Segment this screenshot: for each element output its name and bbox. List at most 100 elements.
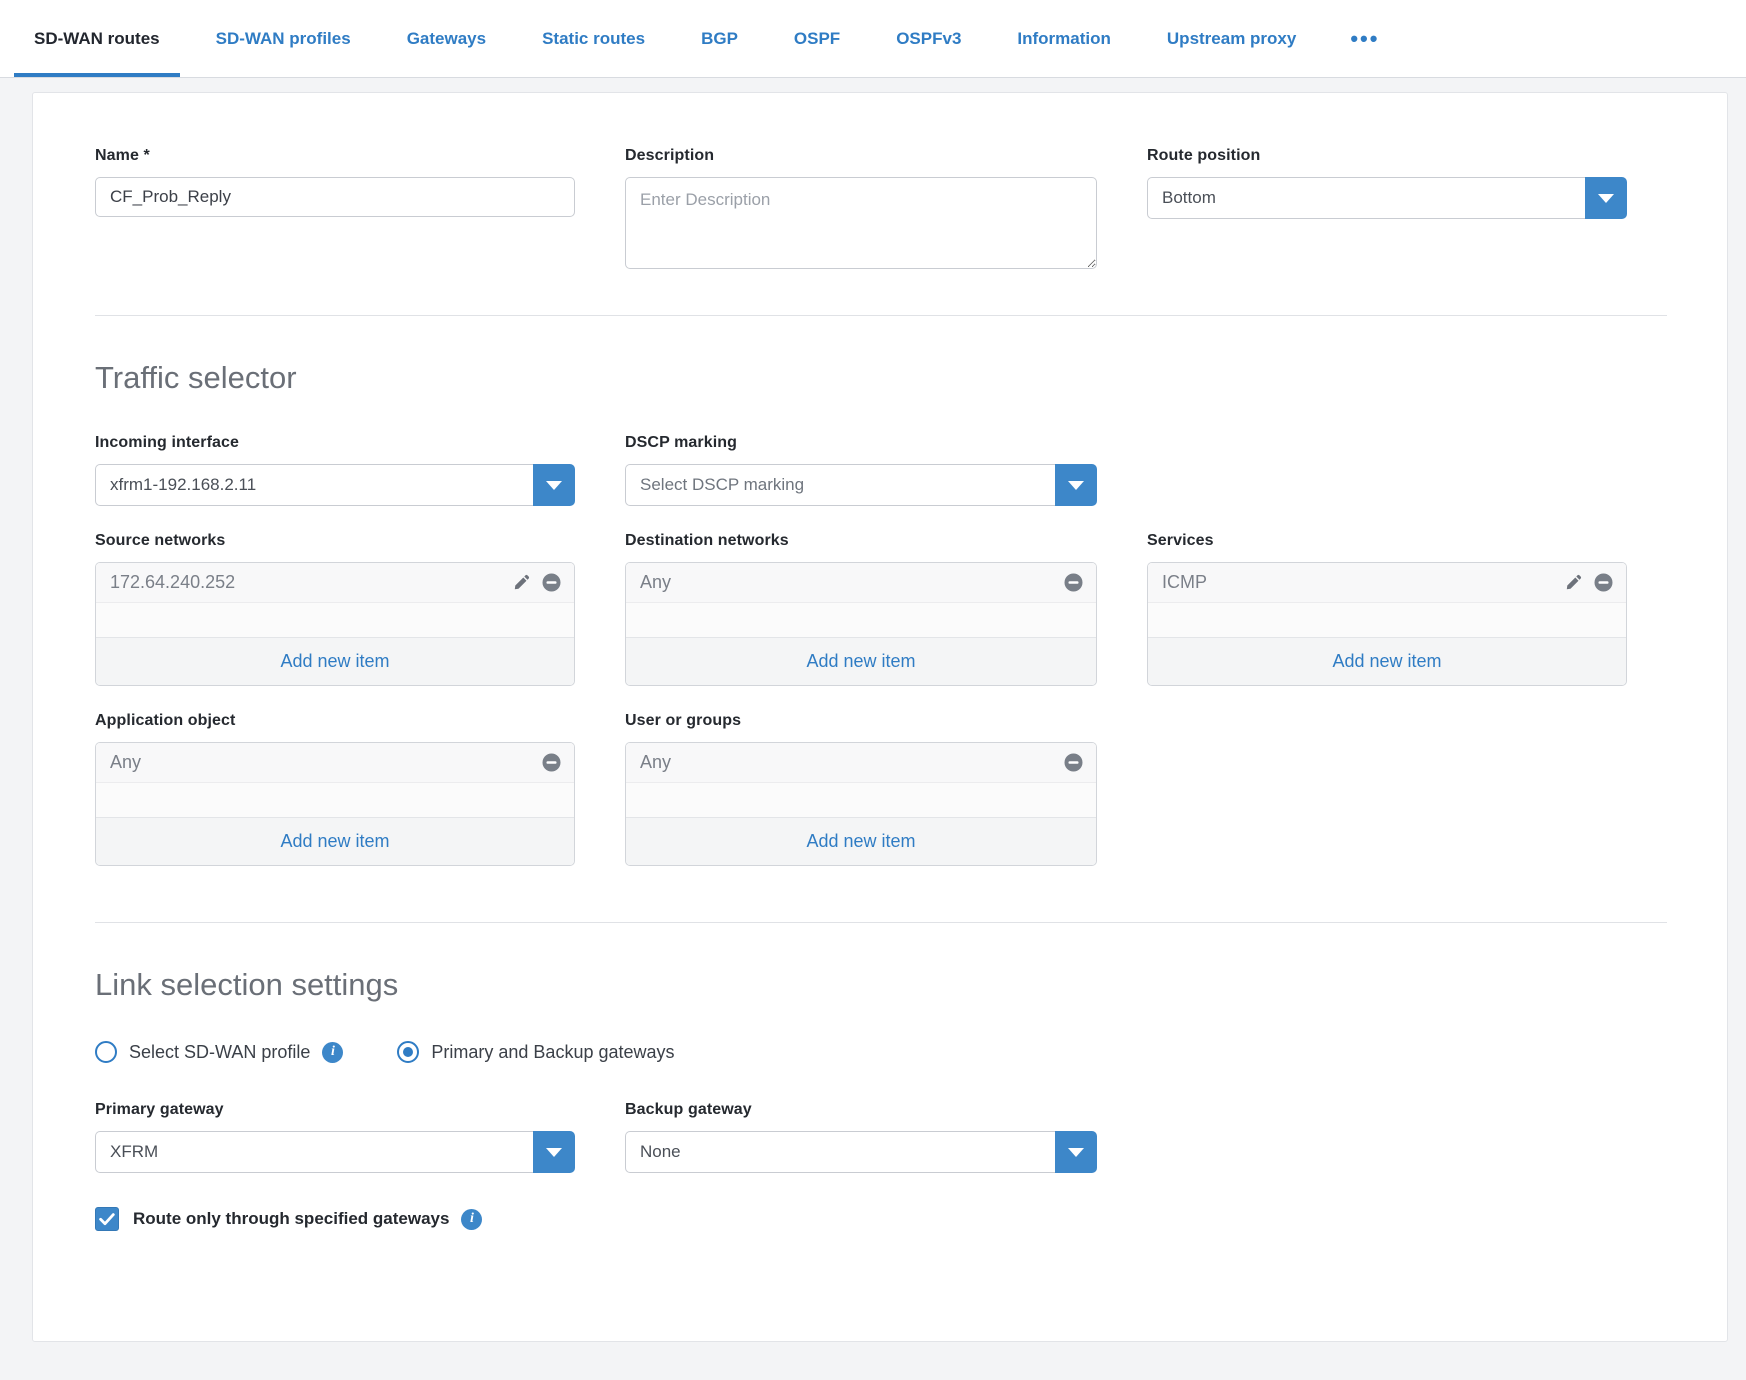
backup-gateway-label: Backup gateway	[625, 1101, 752, 1118]
list-item[interactable]: 172.64.240.252	[96, 563, 574, 603]
minus-circle-icon[interactable]	[1063, 572, 1084, 593]
list-item[interactable]: ICMP	[1148, 563, 1626, 603]
radio-primary-and-backup-gateways[interactable]: Primary and Backup gateways	[397, 1041, 675, 1063]
dscp-marking-select[interactable]: Select DSCP marking	[625, 464, 1097, 506]
services-listbox: ICMP Add new item	[1147, 562, 1627, 686]
incoming-interface-label: Incoming interface	[95, 434, 240, 451]
route-position-select[interactable]: Bottom	[1147, 177, 1627, 219]
name-field-group: Name *	[95, 147, 575, 269]
list-item-label: Any	[640, 572, 672, 592]
name-input[interactable]	[95, 177, 575, 217]
backup-gateway-select[interactable]: None	[625, 1131, 1097, 1173]
minus-circle-icon[interactable]	[1063, 752, 1084, 773]
source-networks-items: 172.64.240.252	[96, 563, 574, 637]
list-item-actions	[1063, 752, 1084, 773]
destination-networks-listbox: Any Add new item	[625, 562, 1097, 686]
minus-circle-icon[interactable]	[541, 572, 562, 593]
services-label: Services	[1147, 532, 1214, 549]
tab-sd-wan-routes[interactable]: SD-WAN routes	[6, 0, 188, 77]
info-icon[interactable]: i	[461, 1208, 483, 1230]
list-item-actions	[1563, 572, 1614, 593]
destination-networks-group: Destination networks Any Add new ite	[625, 532, 1097, 686]
tab-bar: SD-WAN routes SD-WAN profiles Gateways S…	[0, 0, 1746, 78]
tab-sd-wan-profiles[interactable]: SD-WAN profiles	[188, 0, 379, 77]
application-object-listbox: Any Add new item	[95, 742, 575, 866]
tab-gateways[interactable]: Gateways	[379, 0, 514, 77]
services-group: Services ICMP	[1147, 532, 1627, 686]
source-networks-label: Source networks	[95, 532, 226, 549]
dscp-marking-label: DSCP marking	[625, 434, 738, 451]
application-object-group: Application object Any Add new item	[95, 712, 575, 866]
pencil-icon[interactable]	[511, 573, 531, 593]
link-selection-heading: Link selection settings	[95, 967, 399, 1002]
incoming-interface-value: xfrm1-192.168.2.11	[95, 464, 533, 506]
route-only-checkbox[interactable]	[95, 1207, 119, 1231]
list-item-actions	[511, 572, 562, 593]
tab-overflow-menu-icon[interactable]: •••	[1324, 0, 1405, 77]
chevron-down-icon[interactable]	[1585, 177, 1627, 219]
tab-ospfv3[interactable]: OSPFv3	[868, 0, 989, 77]
radio-select-sd-wan-profile[interactable]: Select SD-WAN profile i	[95, 1041, 344, 1063]
destination-networks-add-button[interactable]: Add new item	[626, 637, 1096, 685]
spacer-cell	[1147, 434, 1627, 506]
route-only-checkbox-label: Route only through specified gateways	[133, 1209, 450, 1228]
application-object-add-button[interactable]: Add new item	[96, 817, 574, 865]
primary-gateway-value: XFRM	[95, 1131, 533, 1173]
tab-ospf[interactable]: OSPF	[766, 0, 868, 77]
primary-gateway-group: Primary gateway XFRM	[95, 1101, 575, 1173]
user-or-groups-listbox: Any Add new item	[625, 742, 1097, 866]
radio-label: Primary and Backup gateways	[431, 1041, 675, 1062]
list-item[interactable]: Any	[626, 743, 1096, 783]
list-item[interactable]: Any	[626, 563, 1096, 603]
list-item-actions	[541, 752, 562, 773]
tab-label: SD-WAN routes	[34, 28, 160, 48]
source-networks-add-button[interactable]: Add new item	[96, 637, 574, 685]
spacer-cell	[1147, 712, 1627, 866]
minus-circle-icon[interactable]	[1593, 572, 1614, 593]
interface-dscp-row: Incoming interface xfrm1-192.168.2.11 DS…	[95, 434, 1667, 506]
pencil-icon[interactable]	[1563, 573, 1583, 593]
user-or-groups-label: User or groups	[625, 712, 742, 729]
tab-information[interactable]: Information	[989, 0, 1139, 77]
dscp-marking-group: DSCP marking Select DSCP marking	[625, 434, 1097, 506]
dscp-marking-value: Select DSCP marking	[625, 464, 1055, 506]
destination-networks-label: Destination networks	[625, 532, 789, 549]
primary-gateway-select[interactable]: XFRM	[95, 1131, 575, 1173]
backup-gateway-group: Backup gateway None	[625, 1101, 1097, 1173]
route-position-field-group: Route position Bottom	[1147, 147, 1627, 269]
list-item[interactable]: Any	[96, 743, 574, 783]
list-item-label: 172.64.240.252	[110, 572, 236, 592]
route-only-through-gateways-row: Route only through specified gateways i	[95, 1207, 1667, 1231]
chevron-down-icon[interactable]	[533, 464, 575, 506]
radio-icon-unselected	[95, 1041, 117, 1063]
backup-gateway-value: None	[625, 1131, 1055, 1173]
section-divider-2	[95, 922, 1667, 923]
name-label: Name *	[95, 147, 150, 164]
section-divider-1	[95, 315, 1667, 316]
tab-label: OSPFv3	[896, 28, 962, 48]
chevron-down-icon[interactable]	[533, 1131, 575, 1173]
chevron-down-icon[interactable]	[1055, 464, 1097, 506]
description-textarea[interactable]	[625, 177, 1097, 269]
tab-bgp[interactable]: BGP	[673, 0, 766, 77]
tab-label: Information	[1017, 28, 1111, 48]
services-add-button[interactable]: Add new item	[1148, 637, 1626, 685]
tab-upstream-proxy[interactable]: Upstream proxy	[1139, 0, 1324, 77]
chevron-down-icon[interactable]	[1055, 1131, 1097, 1173]
minus-circle-icon[interactable]	[541, 752, 562, 773]
spacer-cell	[1147, 1101, 1627, 1173]
description-label: Description	[625, 147, 715, 164]
tab-label: BGP	[701, 28, 738, 48]
incoming-interface-select[interactable]: xfrm1-192.168.2.11	[95, 464, 575, 506]
tab-label: SD-WAN profiles	[215, 28, 351, 48]
radio-label: Select SD-WAN profile	[129, 1041, 311, 1062]
tab-static-routes[interactable]: Static routes	[514, 0, 673, 77]
user-or-groups-add-button[interactable]: Add new item	[626, 817, 1096, 865]
list-item-label: Any	[640, 752, 672, 772]
list-item-label: Any	[110, 752, 142, 772]
tab-label: Static routes	[542, 28, 646, 48]
application-object-items: Any	[96, 743, 574, 817]
info-icon[interactable]: i	[322, 1041, 344, 1063]
route-form-card: Name * Description Route position Bottom…	[32, 92, 1728, 1342]
